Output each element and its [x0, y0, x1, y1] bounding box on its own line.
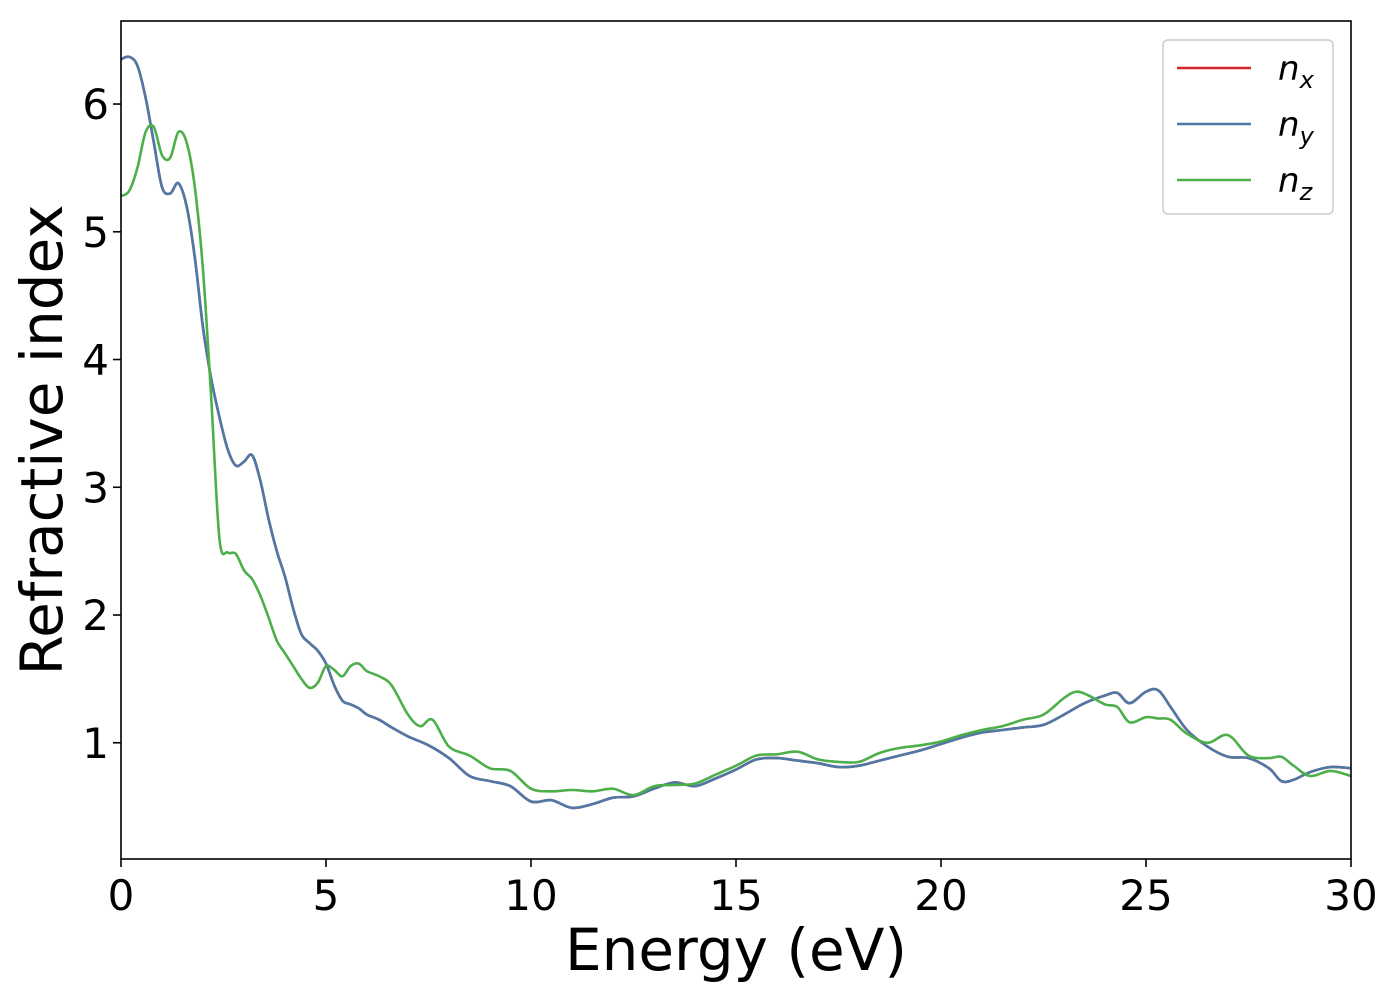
y-axis: 1 2 3 4 5 6	[82, 80, 121, 768]
x-axis: 0 5 10 15 20 25 30	[108, 859, 1378, 920]
y-axis-title: Refractive index	[8, 204, 76, 675]
legend-label-z: nz	[1278, 161, 1314, 206]
x-tick-label: 10	[504, 871, 557, 920]
series-layer	[120, 55, 1352, 810]
x-axis-title: Energy (eV)	[565, 916, 907, 984]
series-line-y	[120, 55, 1352, 810]
y-tick-label: 3	[82, 463, 109, 512]
x-tick-label: 30	[1324, 871, 1377, 920]
y-tick-label: 1	[82, 719, 109, 768]
x-tick-label: 5	[313, 871, 340, 920]
y-tick-label: 5	[82, 208, 109, 257]
legend-frame	[1162, 39, 1334, 215]
y-tick-label: 4	[82, 336, 109, 385]
legend-label-x: nx	[1278, 49, 1315, 94]
legend-label-y: ny	[1278, 105, 1315, 150]
y-tick-label: 2	[82, 591, 109, 640]
x-tick-label: 25	[1119, 871, 1172, 920]
y-tick-label: 6	[82, 80, 109, 129]
x-tick-label: 15	[709, 871, 762, 920]
series-line-z	[120, 123, 1352, 797]
x-tick-label: 20	[914, 871, 967, 920]
x-tick-label: 0	[108, 871, 135, 920]
legend: nx ny nz	[1162, 39, 1334, 215]
plot-background	[121, 21, 1351, 859]
